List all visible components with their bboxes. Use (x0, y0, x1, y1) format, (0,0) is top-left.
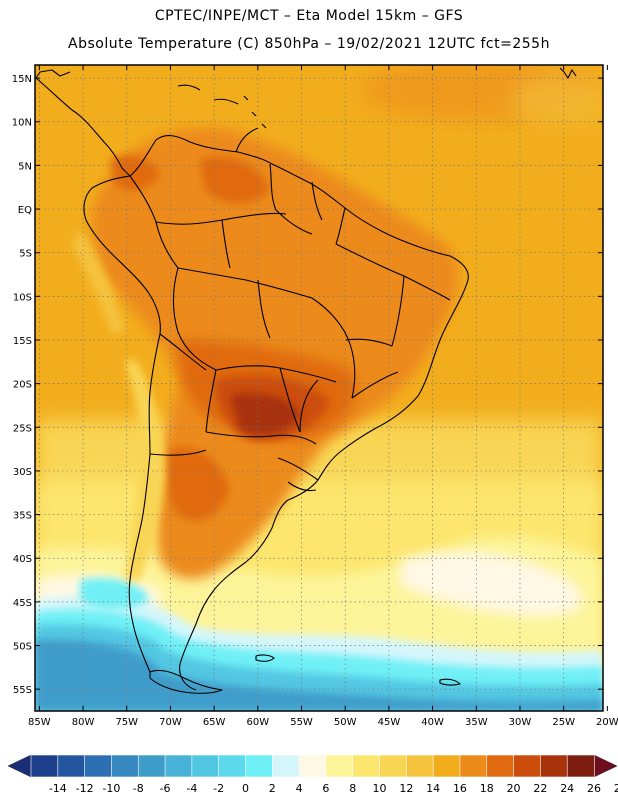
map-axes: 15N 10N 5N EQ 5S 10S 15S 20S 25S 30S 35S 40S 45S 50S 5… (12, 65, 618, 728)
colorbar-swatch (84, 754, 113, 778)
colorbar-swatch (459, 754, 488, 778)
lon-label: 50W (334, 717, 357, 728)
colorbar-swatch (218, 754, 247, 778)
lat-label: 50S (13, 642, 32, 653)
lat-label: 5N (18, 161, 32, 172)
colorbar-swatch (432, 754, 461, 778)
lat-label: 10S (13, 292, 32, 303)
colorbar-swatch (111, 754, 139, 778)
colorbar-label: -6 (160, 782, 171, 795)
lat-label: EQ (18, 205, 32, 216)
colorbar-swatch (137, 754, 166, 778)
colorbar-swatch (406, 754, 434, 778)
colorbar-label: 14 (426, 782, 440, 795)
colorbar-label: 8 (349, 782, 356, 795)
map-frame (34, 64, 604, 712)
colorbar-under-arrow (7, 754, 32, 778)
colorbar-swatch (164, 754, 193, 778)
colorbar-label: 26 (587, 782, 601, 795)
lon-label: 40W (421, 717, 444, 728)
lon-label: 30W (509, 717, 532, 728)
colorbar-label: 24 (560, 782, 574, 795)
colorbar-swatch (513, 754, 541, 778)
colorbar-label: -14 (49, 782, 67, 795)
lon-label: 85W (28, 717, 51, 728)
colorbar-over-arrow (593, 754, 618, 778)
colorbar-label: 18 (480, 782, 494, 795)
colorbar-label: 10 (373, 782, 387, 795)
colorbar-label: 20 (507, 782, 521, 795)
lon-label: 70W (159, 717, 182, 728)
colorbar-label: 0 (242, 782, 249, 795)
colorbar-label: -10 (102, 782, 120, 795)
lat-label: 10N (12, 118, 32, 129)
colorbar-label: -8 (133, 782, 144, 795)
colorbar-swatch (352, 754, 381, 778)
colorbar-swatch (245, 754, 273, 778)
lon-label: 55W (290, 717, 313, 728)
lat-label: 5S (19, 249, 32, 260)
colorbar-label: 28 (614, 782, 618, 795)
temperature-field (35, 65, 603, 711)
map-title-line2: Absolute Temperature (C) 850hPa – 19/02/… (68, 36, 550, 52)
lon-label: 65W (203, 717, 226, 728)
colorbar-label: -4 (186, 782, 197, 795)
lon-label: 20W (596, 717, 618, 728)
lon-label: 45W (378, 717, 401, 728)
colorbar-swatch (191, 754, 220, 778)
lat-label: 40S (13, 554, 32, 565)
map-title-line1: CPTEC/INPE/MCT – Eta Model 15km – GFS (154, 8, 464, 24)
colorbar-swatch (486, 754, 515, 778)
lon-label: 80W (72, 717, 95, 728)
colorbar-swatch (30, 754, 59, 778)
lat-label: 20S (13, 380, 32, 391)
lon-label: 60W (247, 717, 270, 728)
colorbar-swatch (57, 754, 86, 778)
lat-label: 30S (13, 467, 32, 478)
lat-label: 55S (13, 685, 32, 696)
colorbar-swatch (379, 754, 407, 778)
coastlines (35, 67, 577, 694)
colorbar-label: 22 (533, 782, 547, 795)
colorbar-label: 6 (322, 782, 329, 795)
colorbar: -14 -12 -10 -8 -6 -4 -2 0 2 4 6 8 10 12 14 16 18 20 22 24 26… (7, 754, 618, 795)
lat-label: 45S (13, 598, 32, 609)
colorbar-label: 2 (269, 782, 276, 795)
colorbar-swatch (325, 754, 354, 778)
colorbar-swatch (271, 754, 300, 778)
colorbar-swatch (298, 754, 327, 778)
colorbar-label: 12 (399, 782, 413, 795)
lat-label: 15S (13, 336, 32, 347)
lat-label: 15N (12, 74, 32, 85)
colorbar-label: 4 (296, 782, 303, 795)
colorbar-swatch (566, 754, 595, 778)
lon-label: 75W (115, 717, 138, 728)
lon-label: 35W (465, 717, 488, 728)
lat-label: 25S (13, 423, 32, 434)
lat-label: 35S (13, 511, 32, 522)
colorbar-swatch (540, 754, 568, 778)
colorbar-label: 16 (453, 782, 467, 795)
colorbar-label: -12 (76, 782, 94, 795)
colorbar-label: -2 (213, 782, 224, 795)
lon-label: 25W (552, 717, 575, 728)
